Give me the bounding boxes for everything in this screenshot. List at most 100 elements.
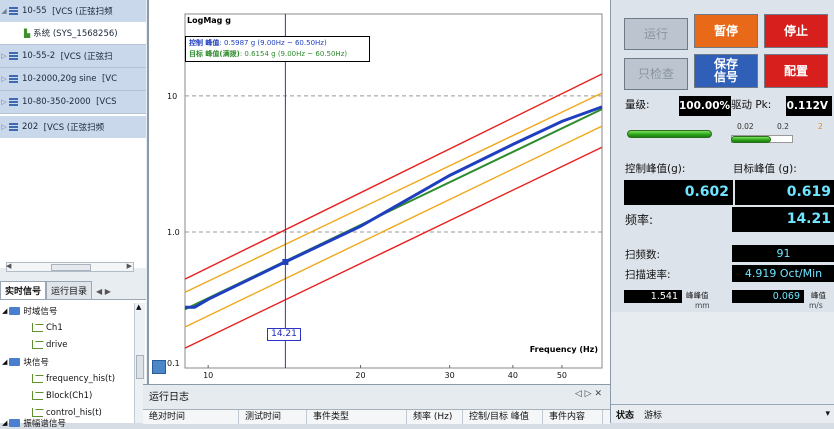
drive-scale-3: 2	[818, 122, 823, 131]
tree-item-10-2000[interactable]: ▷ 10-2000,20g sine [VC	[0, 68, 146, 90]
stop-button[interactable]: 停止	[764, 14, 828, 48]
tree-item-10-55-2[interactable]: ▷ 10-55-2 [VCS (正弦扫	[0, 45, 146, 67]
scrollbar-thumb[interactable]	[51, 264, 91, 271]
chart-legend: 控制 峰值: 0.5987 g (9.00Hz ~ 60.50Hz) 目标 峰值…	[185, 36, 370, 62]
drive-scale-2: 0.2	[777, 122, 789, 131]
scroll-up-icon[interactable]: ▲	[136, 303, 142, 311]
displacement-value: 1.541	[624, 290, 682, 303]
scroll-left-icon[interactable]: ◀	[6, 262, 12, 270]
level-value: 100.00%	[679, 96, 731, 116]
tree-item-suffix: [VCS	[96, 97, 117, 107]
col-frequency[interactable]: 频率 (Hz)	[407, 410, 463, 424]
tab-run-directory[interactable]: 运行目录	[46, 281, 93, 299]
x-tick-label: 10	[203, 371, 213, 380]
scrollbar-thumb[interactable]	[136, 355, 144, 379]
config-button[interactable]: 配置	[764, 54, 828, 88]
tree-item-label: 10-55-2	[22, 51, 56, 61]
control-peak-label: 控制峰值(g):	[625, 163, 686, 175]
drive-pk-label: 驱动 Pk:	[731, 99, 772, 111]
signal-item-drive[interactable]: drive	[32, 337, 68, 352]
velocity-label: 峰值	[811, 291, 826, 300]
velocity-unit: m/s	[809, 301, 823, 310]
legend-control: 控制 峰值: 0.5987 g (9.00Hz ~ 60.50Hz)	[189, 39, 327, 47]
signal-tree: ◢ 时域信号 Ch1 drive ◢ 块信号 frequency_his(t) …	[0, 300, 146, 429]
logmag-chart[interactable]: LogMag g 10 1.0 0.1 10 20 30 40 50 Frequency (H…	[149, 0, 611, 384]
col-event-type[interactable]: 事件类型	[307, 410, 407, 424]
folder-icon	[9, 419, 21, 427]
signal-item-frequency-his[interactable]: frequency_his(t)	[32, 371, 115, 386]
right-panel: 运行 暂停 停止 只检查 保存 信号 配置 量级: 100.00% 驱动 Pk:…	[610, 0, 834, 423]
save-signal-button[interactable]: 保存 信号	[694, 54, 758, 88]
expand-icon[interactable]: ▷	[1, 52, 7, 60]
displacement-label: 峰峰值	[686, 291, 709, 300]
series-line-0	[184, 73, 603, 280]
tree-item-202[interactable]: ▷ 202 [VCS (正弦扫频	[0, 116, 146, 138]
displacement-unit: mm	[695, 301, 710, 310]
tree-item-10-55[interactable]: ◢ 10-55 [VCS (正弦扫频	[0, 0, 146, 22]
signal-item-control-his[interactable]: control_his(t)	[32, 405, 102, 420]
drive-pk-value: 0.112V	[786, 96, 832, 116]
collapse-icon[interactable]: ◢	[2, 419, 8, 427]
right-tabs: 状态 游标 ▾	[611, 404, 834, 423]
col-absolute-time[interactable]: 绝对时间	[143, 410, 239, 424]
run-log-header: 绝对时间 测试时间 事件类型 频率 (Hz) 控制/目标 峰值 事件内容	[143, 409, 610, 424]
list-icon	[9, 52, 18, 60]
sweep-count-label: 扫频数:	[625, 249, 661, 261]
chart-tool-icon[interactable]	[152, 360, 166, 374]
col-test-time[interactable]: 测试时间	[239, 410, 307, 424]
sweep-rate-label: 扫描速率:	[625, 269, 671, 281]
signal-tree-scrollbar[interactable]: ▲	[134, 303, 145, 423]
x-axis-label: Frequency (Hz)	[530, 345, 598, 354]
col-control-target-peak[interactable]: 控制/目标 峰值	[463, 410, 543, 424]
cursor-point	[282, 258, 289, 265]
tab-nav-icon[interactable]: ◀ ▶	[96, 287, 111, 296]
waveform-icon	[32, 340, 43, 349]
series-line-2	[184, 92, 603, 293]
frequency-value: 14.21	[732, 207, 834, 232]
tree-horizontal-scrollbar[interactable]: ◀ ▶	[6, 262, 134, 272]
signal-group-time[interactable]: ◢ 时域信号	[2, 306, 58, 317]
y-tick-label: 10	[167, 92, 177, 101]
velocity-value: 0.069	[732, 290, 804, 303]
check-only-button[interactable]: 只检查	[624, 58, 688, 90]
tab-status[interactable]: 状态	[616, 410, 635, 421]
list-icon	[9, 7, 18, 15]
y-tick-label: 1.0	[167, 228, 180, 237]
target-peak-value: 0.619	[735, 180, 834, 205]
col-event-content[interactable]: 事件内容	[543, 410, 603, 424]
signal-group-block[interactable]: ◢ 块信号	[2, 357, 49, 368]
run-log-controls[interactable]: ◁ ▷ ✕	[574, 389, 602, 399]
expand-icon[interactable]: ▷	[1, 123, 7, 131]
signal-item-block-ch1[interactable]: Block(Ch1)	[32, 388, 92, 403]
level-label: 量级:	[625, 99, 650, 111]
expand-icon[interactable]: ▷	[1, 98, 7, 106]
signal-group-spectrum[interactable]: ◢ 振幅谱信号	[2, 419, 66, 429]
x-tick-label: 40	[508, 371, 518, 380]
tree-item-label: 10-2000,20g sine	[22, 74, 97, 84]
plot-area	[184, 13, 603, 369]
pause-button[interactable]: 暂停	[694, 14, 758, 48]
tree-item-system[interactable]: ▙ 系统 (SYS_1568256)	[0, 22, 146, 44]
collapse-icon[interactable]: ◢	[2, 357, 8, 366]
signal-item-ch1[interactable]: Ch1	[32, 320, 63, 335]
list-icon	[9, 75, 18, 83]
expand-icon[interactable]: ▷	[1, 75, 7, 83]
tree-item-label: 10-80-350-2000	[22, 97, 91, 107]
list-icon	[9, 98, 18, 106]
cursor-value-label[interactable]: 14.21	[267, 328, 301, 341]
expand-icon[interactable]: ◢	[1, 7, 7, 15]
collapse-icon[interactable]: ◢	[2, 306, 8, 315]
list-icon	[9, 123, 18, 131]
run-log-title: 运行日志	[149, 392, 189, 403]
tab-realtime-signal[interactable]: 实时信号	[0, 281, 47, 299]
tab-dropdown-icon[interactable]: ▾	[825, 409, 830, 419]
scroll-right-icon[interactable]: ▶	[126, 262, 132, 270]
chart-panel: LogMag g 10 1.0 0.1 10 20 30 40 50 Frequency (H…	[148, 0, 610, 384]
run-button[interactable]: 运行	[624, 18, 688, 50]
tab-cursor[interactable]: 游标	[644, 410, 663, 421]
folder-icon	[9, 357, 21, 366]
sweep-count-value: 91	[732, 245, 834, 262]
system-icon: ▙	[24, 28, 31, 38]
series-line-3	[184, 125, 603, 328]
tree-item-10-80-350-2000[interactable]: ▷ 10-80-350-2000 [VCS	[0, 91, 146, 113]
